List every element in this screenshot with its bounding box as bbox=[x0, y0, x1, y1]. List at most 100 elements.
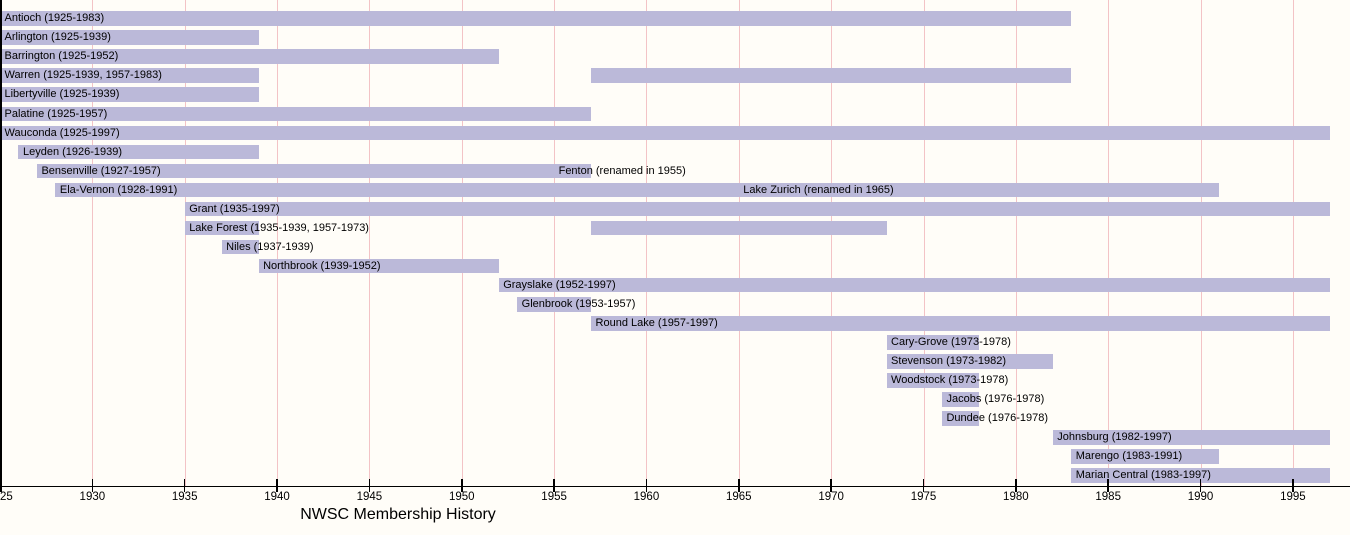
chart-title: NWSC Membership History bbox=[300, 506, 496, 523]
y-axis-spine bbox=[0, 0, 2, 487]
timeline-bar bbox=[941, 411, 979, 426]
x-axis-tick-label: 1970 bbox=[818, 491, 844, 503]
bar-label: Grayslake (1952-1997) bbox=[503, 278, 616, 291]
bar-label: Johnsburg (1982-1997) bbox=[1057, 431, 1172, 444]
gridline bbox=[554, 0, 556, 486]
gridline bbox=[277, 0, 279, 486]
timeline-bar bbox=[55, 182, 1220, 198]
timeline-bar bbox=[0, 30, 259, 45]
bar-label: Palatine (1925-1957) bbox=[4, 107, 108, 120]
x-axis-tick-label: 1965 bbox=[726, 491, 752, 503]
x-axis-tick-label: 1930 bbox=[79, 491, 106, 503]
x-axis-tick-label: 1935 bbox=[171, 491, 198, 503]
x-axis-tick bbox=[645, 479, 648, 492]
bar-label: Grant (1935-1997) bbox=[189, 202, 280, 215]
x-axis-tick bbox=[276, 479, 278, 492]
x-axis-tick-label: 1955 bbox=[541, 491, 567, 503]
timeline-bar bbox=[258, 258, 499, 274]
bar-label: Woodstock (1973-1978) bbox=[891, 374, 1009, 387]
x-axis-tick bbox=[368, 479, 371, 492]
timeline-bar bbox=[36, 163, 592, 179]
x-axis-line bbox=[0, 486, 1350, 487]
x-axis-tick bbox=[461, 479, 463, 492]
gridline bbox=[646, 0, 648, 486]
x-axis-tick-label: 1980 bbox=[1003, 491, 1029, 503]
bar-label: Wauconda (1925-1997) bbox=[4, 126, 120, 139]
gridline bbox=[1292, 0, 1294, 486]
gridline bbox=[923, 0, 925, 486]
rename-annotation: Fenton (renamed in 1955) bbox=[558, 164, 686, 177]
bar-label: Ela-Vernon (1928-1991) bbox=[59, 183, 178, 196]
timeline-bar bbox=[1052, 430, 1330, 445]
x-axis-tick-label: 1950 bbox=[448, 491, 475, 503]
rename-annotation: Lake Zurich (renamed in 1965) bbox=[743, 183, 894, 196]
bar-label: Libertyville (1925-1939) bbox=[4, 88, 120, 101]
x-axis-tick bbox=[830, 479, 832, 492]
x-axis-tick bbox=[1107, 479, 1109, 492]
x-axis-tick-label: 1945 bbox=[356, 491, 383, 503]
timeline-bar bbox=[591, 316, 1330, 331]
timeline-bar bbox=[886, 335, 979, 350]
gridline bbox=[1108, 0, 1110, 486]
bar-label: Leyden (1926-1939) bbox=[22, 145, 123, 158]
timeline-bar bbox=[886, 354, 1053, 369]
x-axis-tick-label: 1960 bbox=[633, 491, 660, 503]
gridline bbox=[369, 0, 371, 486]
timeline-bar bbox=[184, 201, 1330, 217]
x-axis-tick bbox=[922, 479, 925, 492]
gridline bbox=[92, 0, 94, 486]
x-axis-tick-label: 1990 bbox=[1187, 491, 1214, 503]
x-axis-tick-label: 1940 bbox=[264, 491, 290, 503]
gridline bbox=[461, 0, 463, 486]
bar-label: Arlington (1925-1939) bbox=[4, 31, 111, 44]
bar-label: Northbrook (1939-1952) bbox=[263, 259, 381, 272]
timeline-bar bbox=[0, 87, 259, 102]
bar-label: Lake Forest (1935-1939, 1957-1973) bbox=[189, 221, 369, 234]
gridline bbox=[1015, 0, 1017, 486]
bar-label: Marengo (1983-1991) bbox=[1075, 450, 1183, 463]
x-axis-tick bbox=[183, 479, 186, 492]
bar-label: Jacobs (1976-1978) bbox=[946, 393, 1045, 406]
timeline-bar bbox=[591, 68, 1072, 83]
timeline-bar bbox=[0, 68, 259, 83]
bar-label: Dundee (1976-1978) bbox=[946, 412, 1048, 425]
x-axis-tick bbox=[1199, 479, 1202, 492]
x-axis-tick bbox=[553, 479, 555, 492]
timeline-bar bbox=[498, 277, 1330, 293]
timeline-bar bbox=[517, 297, 592, 312]
gridline bbox=[1200, 0, 1202, 486]
x-axis-tick-label: 25 bbox=[0, 491, 13, 503]
x-axis-tick-label: 1995 bbox=[1280, 491, 1306, 503]
timeline-bar bbox=[886, 373, 979, 388]
bar-label: Antioch (1925-1983) bbox=[4, 12, 105, 25]
bar-label: Bensenville (1927-1957) bbox=[41, 164, 161, 177]
x-axis-tick bbox=[1015, 479, 1017, 492]
x-axis-tick bbox=[0, 479, 2, 492]
x-axis-tick-label: 1975 bbox=[910, 491, 937, 503]
timeline-bar bbox=[0, 106, 592, 121]
gridline bbox=[738, 0, 740, 486]
timeline-bar bbox=[1071, 468, 1330, 483]
bar-label: Round Lake (1957-1997) bbox=[595, 317, 718, 330]
timeline-bar bbox=[0, 11, 1072, 26]
x-axis-tick bbox=[91, 479, 94, 492]
x-axis-tick bbox=[1292, 479, 1294, 492]
x-axis-tick bbox=[738, 479, 740, 492]
timeline-bar bbox=[18, 144, 259, 160]
x-axis-tick-label: 1985 bbox=[1095, 491, 1121, 503]
timeline-bar bbox=[591, 220, 887, 236]
bar-label: Warren (1925-1939, 1957-1983) bbox=[4, 69, 162, 82]
timeline-bar bbox=[184, 220, 259, 236]
gridline bbox=[184, 0, 186, 486]
bar-label: Barrington (1925-1952) bbox=[4, 50, 119, 63]
bar-label: Glenbrook (1953-1957) bbox=[521, 298, 636, 310]
bar-label: Cary-Grove (1973-1978) bbox=[891, 336, 1011, 349]
timeline-bar bbox=[1071, 449, 1219, 464]
bar-label: Stevenson (1973-1982) bbox=[891, 355, 1007, 368]
bar-label: Niles (1937-1939) bbox=[226, 240, 314, 253]
timeline-bar bbox=[0, 125, 1330, 141]
gridline bbox=[831, 0, 833, 486]
timeline-bar bbox=[0, 49, 499, 64]
timeline-bar bbox=[221, 239, 259, 255]
